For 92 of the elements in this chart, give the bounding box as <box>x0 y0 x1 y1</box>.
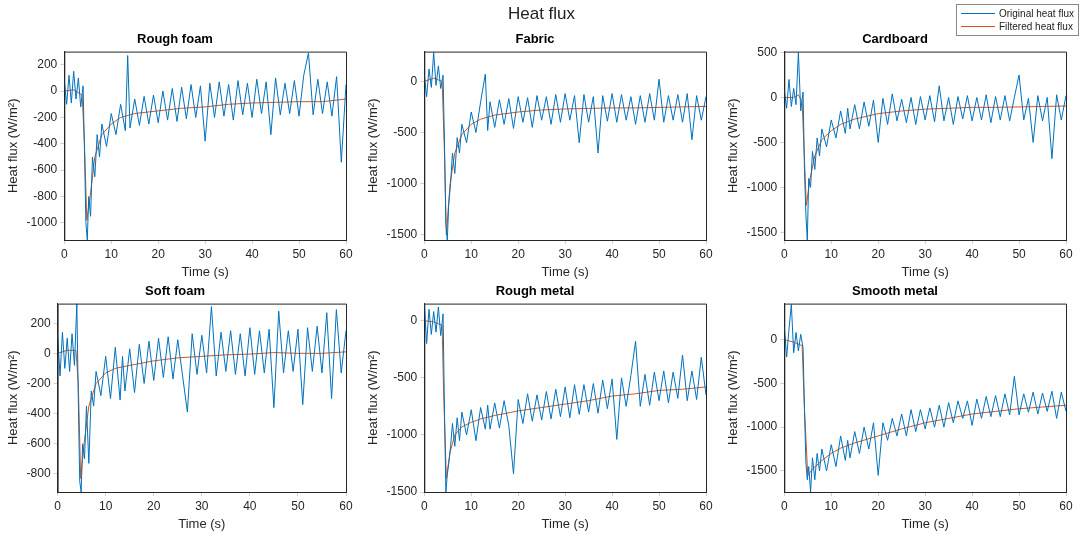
text: Heat flux <box>507 4 576 23</box>
x-tick-label: 30 <box>558 498 573 513</box>
x-tick-label: 20 <box>871 246 886 261</box>
x-tick-label: 20 <box>511 498 526 513</box>
y-axis-title: Heat flux (W/m²) <box>365 98 381 194</box>
y-tick-label: -1000 <box>386 427 418 442</box>
y-tick-label: -800 <box>26 466 51 481</box>
y-tick-label: -500 <box>753 375 778 390</box>
chart-title: Soft foam <box>145 283 205 299</box>
x-tick-label: 50 <box>652 498 667 513</box>
x-tick-label: 60 <box>699 498 713 513</box>
y-tick-label: -400 <box>26 405 51 420</box>
x-tick-label: 40 <box>965 498 980 513</box>
y-tick-label: -1000 <box>26 215 58 230</box>
x-tick-label: 40 <box>605 498 620 513</box>
x-axis-title: Time (s) <box>541 263 589 279</box>
x-tick-label: 60 <box>1059 246 1073 261</box>
x-tick-label: 60 <box>339 498 353 513</box>
y-tick-label: 500 <box>757 44 778 59</box>
x-tick-label: 40 <box>605 246 620 261</box>
x-tick-label: 0 <box>60 246 68 261</box>
y-tick-label: 0 <box>43 345 51 360</box>
x-tick-label: 20 <box>511 246 526 261</box>
y-tick-label: -600 <box>26 436 51 451</box>
y-tick-label: -500 <box>393 124 418 139</box>
x-tick-label: 10 <box>99 498 113 513</box>
y-axis-title: Heat flux (W/m²) <box>365 350 381 446</box>
y-tick-label: 0 <box>770 331 778 346</box>
y-tick-label: -1500 <box>746 224 778 239</box>
x-tick-label: 40 <box>965 246 980 261</box>
y-tick-label: -500 <box>393 370 418 385</box>
chart-title: Rough foam <box>137 31 213 47</box>
y-tick-label: -1000 <box>386 176 418 190</box>
x-tick-label: 0 <box>420 498 428 513</box>
x-tick-label: 50 <box>291 498 305 513</box>
x-tick-label: 30 <box>558 246 573 261</box>
x-tick-label: 50 <box>652 246 667 261</box>
x-tick-label: 30 <box>918 246 933 261</box>
x-tick-label: 20 <box>147 498 161 513</box>
x-tick-label: 10 <box>464 498 479 513</box>
y-tick-label: 200 <box>30 315 51 330</box>
x-tick-label: 0 <box>420 246 428 261</box>
x-axis-title: Time (s) <box>901 515 949 531</box>
x-axis-title: Time (s) <box>541 515 589 531</box>
y-tick-label: 0 <box>410 73 418 88</box>
x-tick-label: 10 <box>464 246 479 261</box>
x-axis-title: Time (s) <box>178 515 226 531</box>
legend-label: Original heat flux <box>998 7 1074 20</box>
x-tick-label: 10 <box>824 498 839 513</box>
x-tick-label: 60 <box>1059 498 1073 513</box>
x-tick-label: 50 <box>292 246 307 261</box>
y-tick-label: -600 <box>33 162 58 177</box>
y-tick-label: -200 <box>26 375 51 390</box>
x-tick-label: 0 <box>780 246 788 261</box>
x-tick-label: 30 <box>198 246 213 261</box>
y-tick-label: -1500 <box>746 463 778 478</box>
x-tick-label: 50 <box>1012 246 1027 261</box>
x-tick-label: 10 <box>824 246 839 261</box>
chart-title: Fabric <box>515 31 555 47</box>
y-axis-title: Heat flux (W/m²) <box>725 350 741 446</box>
y-axis-title: Heat flux (W/m²) <box>5 98 21 194</box>
y-tick-label: -1500 <box>386 484 418 499</box>
y-tick-label: 0 <box>50 83 58 98</box>
y-tick-label: -1000 <box>746 419 778 434</box>
x-tick-label: 30 <box>195 498 209 513</box>
x-tick-label: 30 <box>918 498 933 513</box>
y-tick-label: 0 <box>770 89 778 104</box>
x-tick-label: 10 <box>104 246 119 261</box>
x-axis-title: Time (s) <box>181 263 229 279</box>
chart-title: Smooth metal <box>852 283 938 299</box>
x-tick-label: 40 <box>243 498 257 513</box>
y-axis-title: Heat flux (W/m²) <box>5 350 21 446</box>
x-tick-label: 60 <box>339 246 353 261</box>
y-tick-label: -500 <box>753 134 778 149</box>
y-tick-label: -400 <box>33 136 58 151</box>
y-tick-label: -1000 <box>746 179 778 194</box>
x-tick-label: 20 <box>871 498 886 513</box>
x-tick-label: 20 <box>151 246 166 261</box>
x-tick-label: 40 <box>245 246 260 261</box>
x-tick-label: 60 <box>699 246 713 261</box>
y-tick-label: -1500 <box>386 227 418 242</box>
x-tick-label: 0 <box>780 498 788 513</box>
x-tick-label: 50 <box>1012 498 1027 513</box>
y-tick-label: -200 <box>33 109 58 124</box>
chart-title: Cardboard <box>862 31 928 47</box>
y-axis-title: Heat flux (W/m²) <box>725 98 741 194</box>
chart-title: Rough metal <box>495 283 575 299</box>
x-axis-title: Time (s) <box>901 263 949 279</box>
y-tick-label: 0 <box>410 313 418 328</box>
y-tick-label: -800 <box>33 188 58 203</box>
y-tick-label: 200 <box>37 57 58 72</box>
legend-label: Filtered heat flux <box>998 20 1073 33</box>
